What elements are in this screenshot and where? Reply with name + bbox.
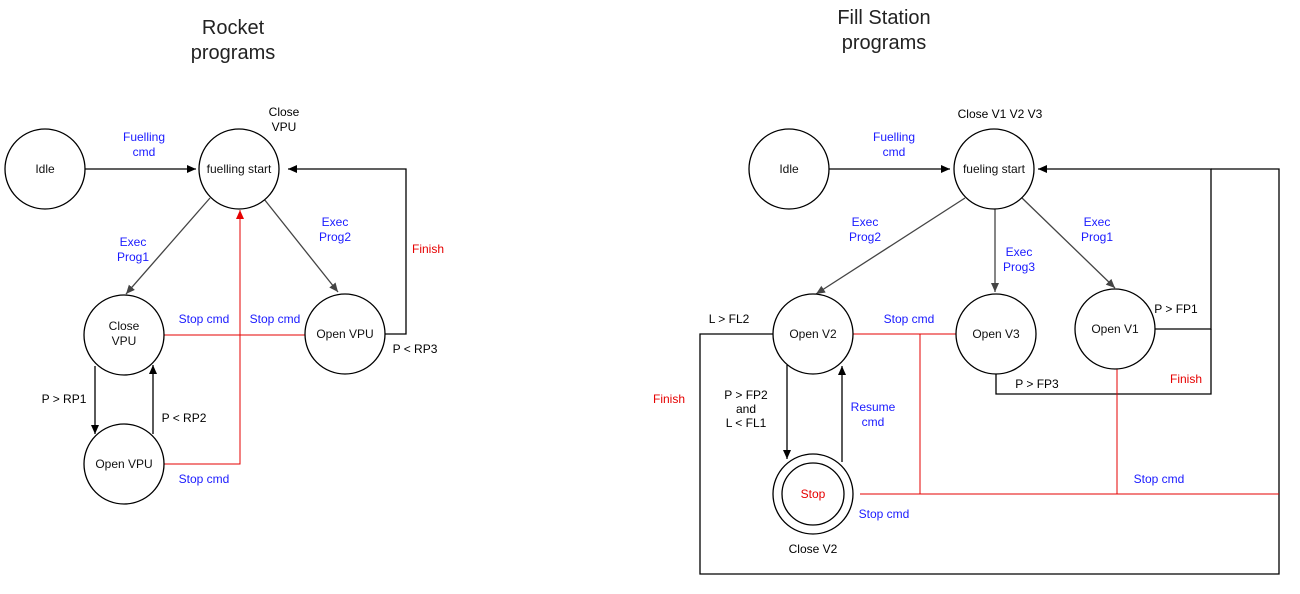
fill-label-exec-prog3-2: Prog3 [1003, 260, 1035, 274]
edge-fuelling-start-to-open-vpu [263, 198, 339, 293]
rocket-label-close-vpu-2: VPU [272, 120, 297, 134]
rocket-label-exec-prog2-2: Prog2 [319, 230, 351, 244]
rocket-label-stop-cmd-right: Stop cmd [250, 312, 301, 326]
fill-label-stop-cmd-top: Stop cmd [884, 312, 935, 326]
rocket-label-exec-prog1-2: Prog1 [117, 250, 149, 264]
fill-node-idle [748, 128, 830, 210]
fill-node-open-v1 [1074, 288, 1156, 370]
fill-label-exec-prog1-1: Exec [1084, 215, 1111, 229]
rocket-node-fuelling-start-label: fuelling start [207, 162, 272, 176]
fill-node-open-v3 [955, 293, 1037, 375]
fill-label-stop-cmd-right: Stop cmd [1134, 472, 1185, 486]
fill-title-line1: Fill Station [837, 7, 930, 29]
fill-node-open-v2-label: Open V2 [789, 327, 837, 341]
fill-label-fuelling-cmd-2: cmd [883, 145, 906, 159]
edge-fueling-start-to-open-v2 [815, 197, 966, 295]
fill-label-close-v2: Close V2 [789, 542, 838, 556]
fill-label-stop-cmd-bottom: Stop cmd [859, 507, 910, 521]
fill-node-open-v3-label: Open V3 [972, 327, 1020, 341]
fill-label-resume-cmd-1: Resume [851, 400, 896, 414]
rocket-label-stop-cmd-left: Stop cmd [179, 312, 230, 326]
rocket-label-exec-prog1-1: Exec [120, 235, 147, 249]
edge-open-vpu-finish-loop [288, 165, 407, 335]
fill-station-programs-diagram: Fill Station programs Idle fueling start… [653, 7, 1280, 575]
edge-open-v3-fp3 [995, 329, 1212, 395]
rocket-label-p-rp3: P < RP3 [393, 342, 438, 356]
fill-label-resume-cmd-2: cmd [862, 415, 885, 429]
rocket-label-fuelling-cmd-2: cmd [133, 145, 156, 159]
edge-fuelling-start-to-close-vpu [125, 197, 211, 295]
edge-open-v1-fp1-loop [1038, 165, 1212, 330]
fill-label-p-fp2-1: P > FP2 [724, 388, 768, 402]
rocket-title-line2: programs [191, 42, 275, 64]
fill-node-fueling-start-label: fueling start [963, 162, 1026, 176]
rocket-node-fuelling-start [198, 128, 280, 210]
rocket-label-close-vpu-1: Close [269, 105, 300, 119]
rocket-node-close-vpu [83, 294, 165, 376]
fill-label-p-fp2-2: and [736, 402, 756, 416]
rocket-title-line1: Rocket [202, 17, 265, 39]
fill-label-fuelling-cmd-1: Fuelling [873, 130, 915, 144]
fill-node-idle-label: Idle [779, 162, 799, 176]
fill-label-close-v123: Close V1 V2 V3 [958, 107, 1043, 121]
fill-label-exec-prog2-1: Exec [852, 215, 879, 229]
rocket-node-open-vpu-bottom [83, 423, 165, 505]
edge-stop-cmd-return [164, 210, 244, 465]
rocket-node-close-vpu-label-2: VPU [112, 334, 137, 348]
fill-node-open-v1-label: Open V1 [1091, 322, 1139, 336]
fill-node-fueling-start [953, 128, 1035, 210]
edge-fueling-start-to-open-v1 [1021, 197, 1116, 289]
rocket-programs-diagram: Rocket programs Idle fuelling start Clos… [4, 17, 444, 505]
fill-node-stop-inner [781, 462, 845, 526]
rocket-label-p-rp1: P > RP1 [42, 392, 87, 406]
rocket-node-idle-label: Idle [35, 162, 55, 176]
edge-open-v2-fl2-loop [699, 168, 1280, 575]
rocket-node-close-vpu-label-1: Close [109, 319, 140, 333]
rocket-label-p-rp2: P < RP2 [162, 411, 207, 425]
fill-label-exec-prog1-2: Prog1 [1081, 230, 1113, 244]
fill-label-exec-prog3-1: Exec [1006, 245, 1033, 259]
fill-label-finish-left: Finish [653, 392, 685, 406]
fill-label-p-fp3: P > FP3 [1015, 377, 1059, 391]
fill-label-l-fl2: L > FL2 [709, 312, 750, 326]
rocket-node-open-vpu-right [304, 293, 386, 375]
rocket-node-open-vpu-right-label: Open VPU [316, 327, 373, 341]
rocket-node-idle [4, 128, 86, 210]
rocket-label-fuelling-cmd-1: Fuelling [123, 130, 165, 144]
fill-title-line2: programs [842, 32, 926, 54]
fill-node-stop-label: Stop [801, 487, 826, 501]
rocket-label-stop-cmd-bottom: Stop cmd [179, 472, 230, 486]
fill-label-finish-right: Finish [1170, 372, 1202, 386]
fill-label-exec-prog2-2: Prog2 [849, 230, 881, 244]
fill-node-open-v2 [772, 293, 854, 375]
rocket-label-finish: Finish [412, 242, 444, 256]
fill-label-p-fp2-3: L < FL1 [726, 416, 767, 430]
rocket-label-exec-prog2-1: Exec [322, 215, 349, 229]
fill-label-p-fp1: P > FP1 [1154, 302, 1198, 316]
rocket-node-open-vpu-bottom-label: Open VPU [95, 457, 152, 471]
